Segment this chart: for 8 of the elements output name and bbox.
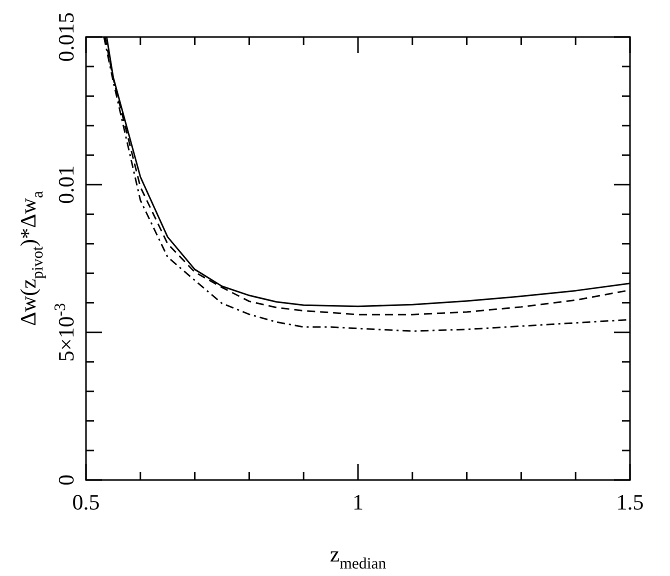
y-tick-label: 5×10-3 <box>52 302 79 362</box>
y-tick-label: 0 <box>54 474 79 486</box>
y-tick-label: 0.01 <box>54 165 79 204</box>
x-tick-label: 0.5 <box>72 490 100 515</box>
y-axis-title: Δw(zpivot)*Δwa <box>16 190 46 326</box>
y-tick-label: 0.015 <box>54 12 79 62</box>
x-tick-label: 1.5 <box>616 490 644 515</box>
x-tick-label: 1 <box>352 490 364 515</box>
